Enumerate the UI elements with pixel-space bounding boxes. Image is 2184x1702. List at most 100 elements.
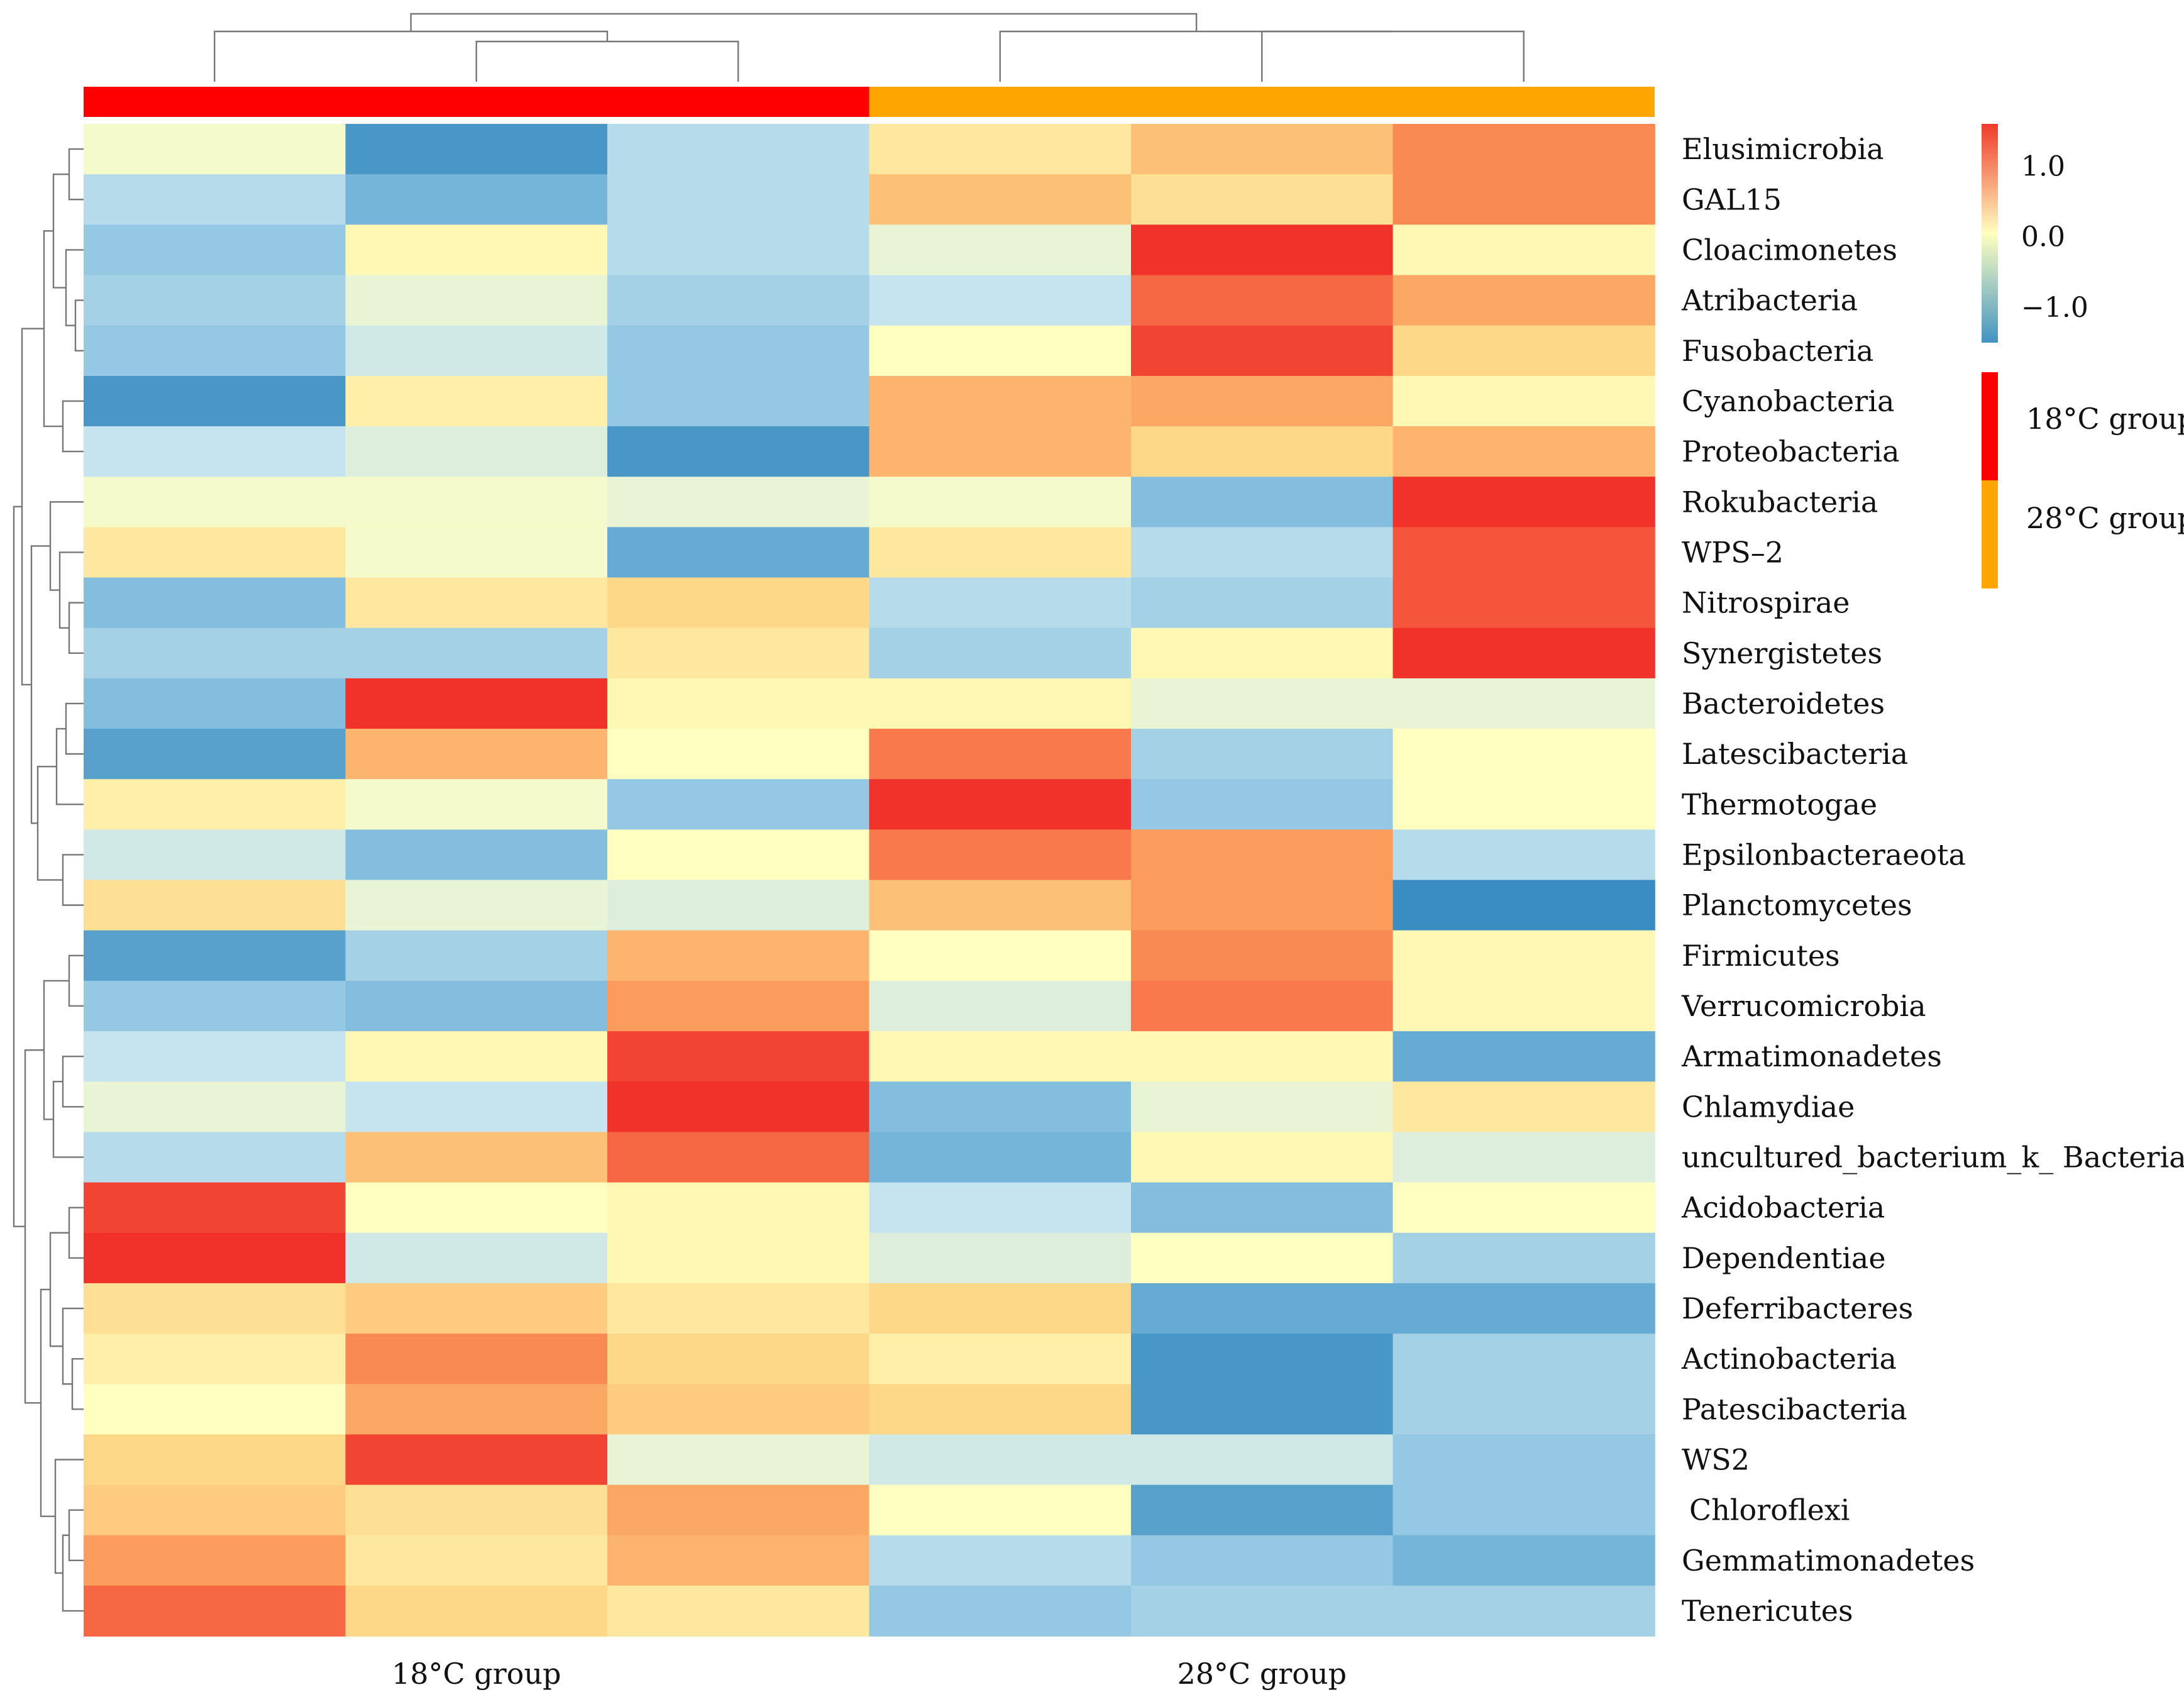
row-label: Planctomycetes [1682, 888, 1912, 922]
heatmap-cell [1393, 627, 1655, 679]
heatmap-cell [1131, 1535, 1394, 1586]
heatmap-cell [1131, 577, 1394, 629]
heatmap-cell [1393, 1031, 1655, 1083]
heatmap-cell [1393, 678, 1655, 729]
heatmap-cell [345, 1484, 608, 1536]
row-label: Latescibacteria [1682, 737, 1908, 771]
heatmap-cell [1393, 174, 1655, 226]
row-label: Synergistetes [1682, 636, 1882, 670]
heatmap-cell [345, 678, 608, 729]
heatmap-cell [607, 1535, 870, 1586]
column-dendrogram [214, 13, 1525, 82]
heatmap-cell [869, 124, 1132, 175]
dendrogram-branch [13, 506, 25, 1227]
row-label: Proteobacteria [1682, 434, 1900, 468]
row-label: Rokubacteria [1682, 485, 1878, 519]
heatmap-cell [84, 1484, 346, 1536]
heatmap-cell [345, 527, 608, 578]
heatmap-cell [84, 1434, 346, 1486]
heatmap-cell [607, 375, 870, 427]
heatmap-cell [869, 577, 1132, 629]
row-label: Elusimicrobia [1682, 132, 1884, 166]
heatmap-cell [345, 325, 608, 377]
heatmap-cell [345, 880, 608, 931]
dendrogram-branch [43, 980, 69, 1120]
heatmap-cell [869, 1182, 1132, 1234]
heatmap-cell [1131, 779, 1394, 831]
heatmap-cell [607, 930, 870, 981]
color-scale-tick-label: −1.0 [2021, 292, 2088, 324]
heatmap-cell [345, 1334, 608, 1385]
heatmap-cell [345, 729, 608, 780]
heatmap-cell [869, 1232, 1132, 1284]
heatmap-cell [1393, 1535, 1655, 1586]
heatmap-cell [607, 779, 870, 831]
heatmap-cell [84, 1585, 346, 1637]
dendrogram-branch [214, 30, 609, 82]
heatmap-cell [607, 1031, 870, 1083]
heatmap-cell [607, 174, 870, 226]
heatmap-cell [1131, 829, 1394, 881]
heatmap-cell [607, 477, 870, 528]
heatmap-cell [869, 1283, 1132, 1334]
heatmap-cell [607, 1384, 870, 1435]
heatmap-cell [1393, 880, 1655, 931]
dendrogram-branch [36, 765, 63, 881]
heatmap-cell [84, 325, 346, 377]
heatmap-cell [869, 1031, 1132, 1083]
heatmap-cell [1393, 829, 1655, 881]
heatmap-cell [1131, 1132, 1394, 1183]
heatmap-cell [607, 1182, 870, 1234]
heatmap-cell [607, 325, 870, 377]
heatmap-cell [1131, 1031, 1394, 1083]
heatmap-cell [1131, 375, 1394, 427]
heatmap-cell [1393, 527, 1655, 578]
heatmap-cell [869, 930, 1132, 981]
heatmap-cell [345, 1535, 608, 1586]
heatmap-cell [607, 224, 870, 276]
dendrogram-branch [68, 954, 84, 1007]
heatmap-cell [84, 1031, 346, 1083]
group-bar-segment [869, 87, 1655, 117]
heatmap-cell [84, 1182, 346, 1234]
heatmap-cell [869, 829, 1132, 881]
heatmap-cell [607, 980, 870, 1032]
heatmap-cell [345, 174, 608, 226]
heatmap-cell [607, 577, 870, 629]
heatmap-cell [345, 1031, 608, 1083]
row-label: Chloroflexi [1689, 1493, 1850, 1527]
column-group-label: 18°C group [392, 1657, 561, 1691]
heatmap-cell [1393, 375, 1655, 427]
group-annotation-bar [84, 87, 1655, 117]
heatmap-cell [1131, 880, 1394, 931]
heatmap-cell [869, 174, 1132, 226]
heatmap-cell [84, 1232, 346, 1284]
heatmap-cell [1131, 426, 1394, 477]
dendrogram-branch [68, 1509, 84, 1562]
dendrogram-branch [999, 30, 1393, 82]
dendrogram-branch [1261, 30, 1525, 82]
heatmap-cell [607, 627, 870, 679]
group-legend-swatch [1982, 480, 1998, 589]
heatmap-cell [1131, 1585, 1394, 1637]
heatmap-cell [607, 275, 870, 326]
heatmap-cell [345, 1232, 608, 1284]
heatmap-cell [345, 1081, 608, 1133]
heatmap-cell [84, 577, 346, 629]
heatmap-cell [84, 678, 346, 729]
heatmap-cell [1131, 527, 1394, 578]
heatmap-cell [1393, 477, 1655, 528]
row-label: Tenericutes [1682, 1594, 1853, 1628]
heatmap-cell [869, 1132, 1132, 1183]
row-label: Patescibacteria [1682, 1392, 1907, 1426]
heatmap-cell [1131, 678, 1394, 729]
row-label: Thermotogae [1682, 787, 1877, 821]
heatmap-cell [345, 375, 608, 427]
row-label: WPS–2 [1682, 535, 1784, 569]
row-label: Bacteroidetes [1682, 687, 1885, 721]
heatmap-cell [607, 880, 870, 931]
heatmap-cell [345, 1132, 608, 1183]
row-label: Atribacteria [1681, 284, 1858, 318]
group-legend-label: 18°C group [2026, 402, 2184, 436]
